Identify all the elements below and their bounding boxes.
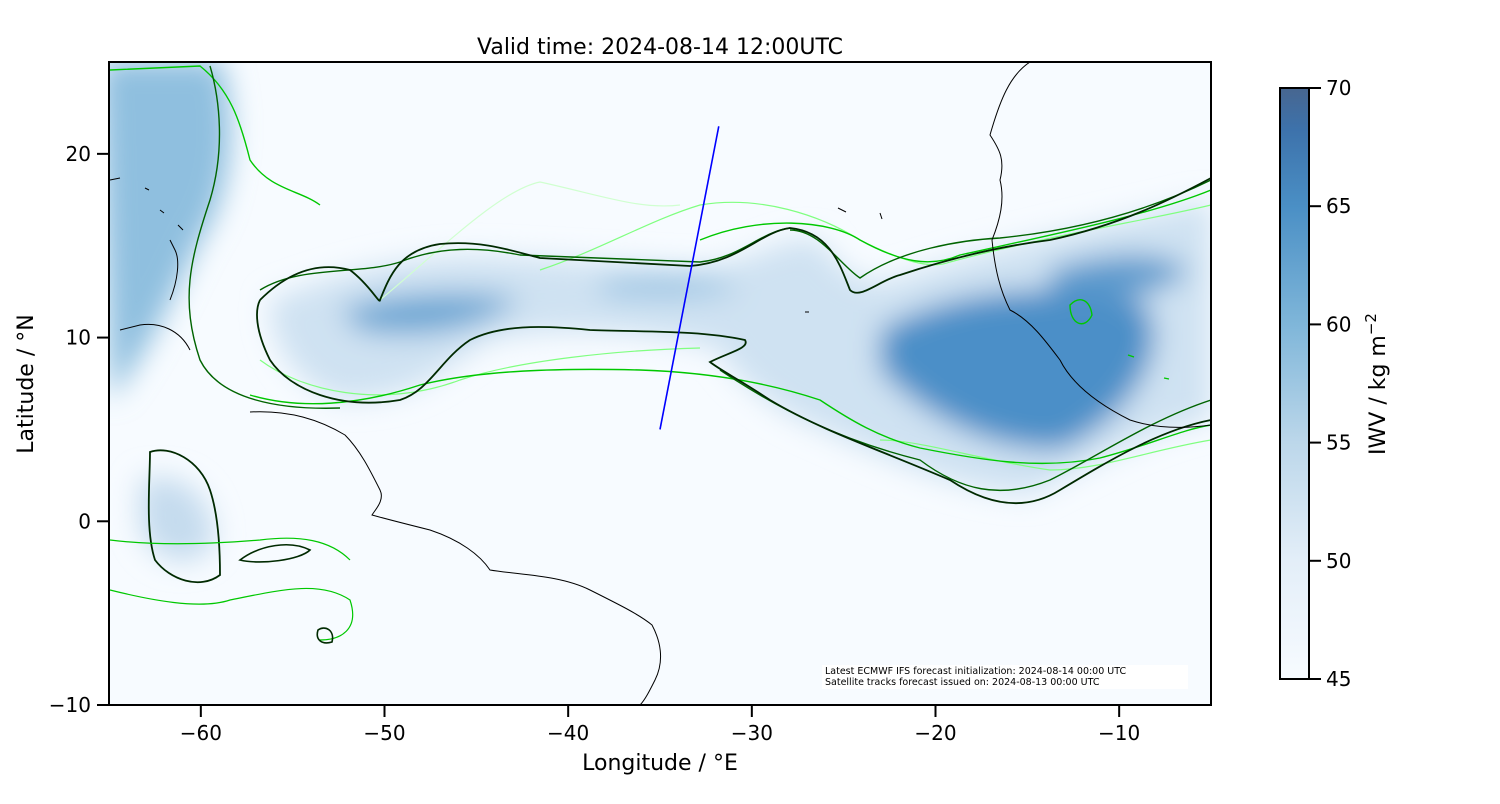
y-axis-label: Latitude / °N bbox=[14, 314, 39, 453]
contour-light bbox=[379, 181, 681, 301]
y-tick-label: 0 bbox=[78, 509, 91, 533]
colorbar-tick-label: 60 bbox=[1326, 312, 1351, 336]
plot-frame bbox=[108, 61, 1212, 706]
forecast-annotation: Latest ECMWF IFS forecast initialization… bbox=[822, 665, 1188, 689]
y-axis-ticks: −10 0 10 20 bbox=[49, 142, 109, 717]
y-tick-label: −10 bbox=[49, 693, 91, 717]
x-tick-label: −30 bbox=[731, 721, 773, 745]
colorbar-tick-label: 65 bbox=[1326, 194, 1351, 218]
contour-dark bbox=[147, 177, 1211, 584]
x-tick-label: −40 bbox=[547, 721, 589, 745]
colorbar bbox=[1279, 87, 1310, 680]
colorbar-tick-label: 45 bbox=[1326, 667, 1351, 691]
x-tick-label: −50 bbox=[363, 721, 405, 745]
annotation-line-tracks: Satellite tracks forecast issued on: 202… bbox=[825, 677, 1100, 688]
contour-island bbox=[1069, 299, 1170, 380]
coastline-africa bbox=[989, 62, 1211, 428]
x-tick-label: −10 bbox=[1098, 721, 1140, 745]
colorbar-label: IWV / kg m−2 bbox=[1362, 313, 1391, 455]
colorbar-tick-label: 50 bbox=[1326, 549, 1351, 573]
colorbar-tick-label: 55 bbox=[1326, 431, 1351, 455]
x-tick-label: −20 bbox=[914, 721, 956, 745]
contour-sw-dark bbox=[238, 544, 334, 644]
iwv-contours bbox=[109, 65, 1211, 644]
x-axis-ticks: −60 −50 −40 −30 −20 −10 bbox=[180, 705, 1140, 745]
coastline-islands bbox=[109, 177, 883, 351]
x-axis-label: Longitude / °E bbox=[582, 751, 738, 776]
colorbar-tick-label: 70 bbox=[1326, 76, 1351, 100]
plot-area bbox=[109, 62, 1211, 705]
annotation-line-init: Latest ECMWF IFS forecast initialization… bbox=[825, 666, 1127, 677]
y-tick-label: 20 bbox=[66, 142, 91, 166]
contour-darkgreen bbox=[188, 65, 1211, 492]
chart-title: Valid time: 2024-08-14 12:00UTC bbox=[477, 35, 843, 60]
coastlines bbox=[109, 62, 1211, 705]
coastline-south-america bbox=[249, 411, 662, 705]
satellite-flight-track bbox=[659, 126, 720, 430]
contour-sw bbox=[109, 537, 354, 641]
x-tick-label: −60 bbox=[180, 721, 222, 745]
y-tick-label: 10 bbox=[66, 326, 91, 350]
colorbar-ticks: 45 50 55 60 65 70 bbox=[1309, 76, 1351, 691]
